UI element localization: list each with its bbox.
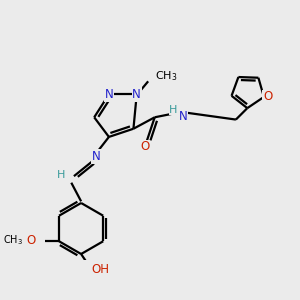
Text: H: H <box>57 169 65 179</box>
Text: O: O <box>140 140 149 153</box>
Text: CH$_3$: CH$_3$ <box>155 70 178 83</box>
Text: N: N <box>179 110 188 123</box>
Text: O: O <box>263 90 272 104</box>
Text: N: N <box>132 88 141 101</box>
Text: CH$_3$: CH$_3$ <box>3 233 23 247</box>
Text: N: N <box>104 88 113 101</box>
Text: OH: OH <box>91 263 109 276</box>
Text: O: O <box>26 234 35 247</box>
Text: N: N <box>92 150 100 163</box>
Text: H: H <box>169 105 178 115</box>
